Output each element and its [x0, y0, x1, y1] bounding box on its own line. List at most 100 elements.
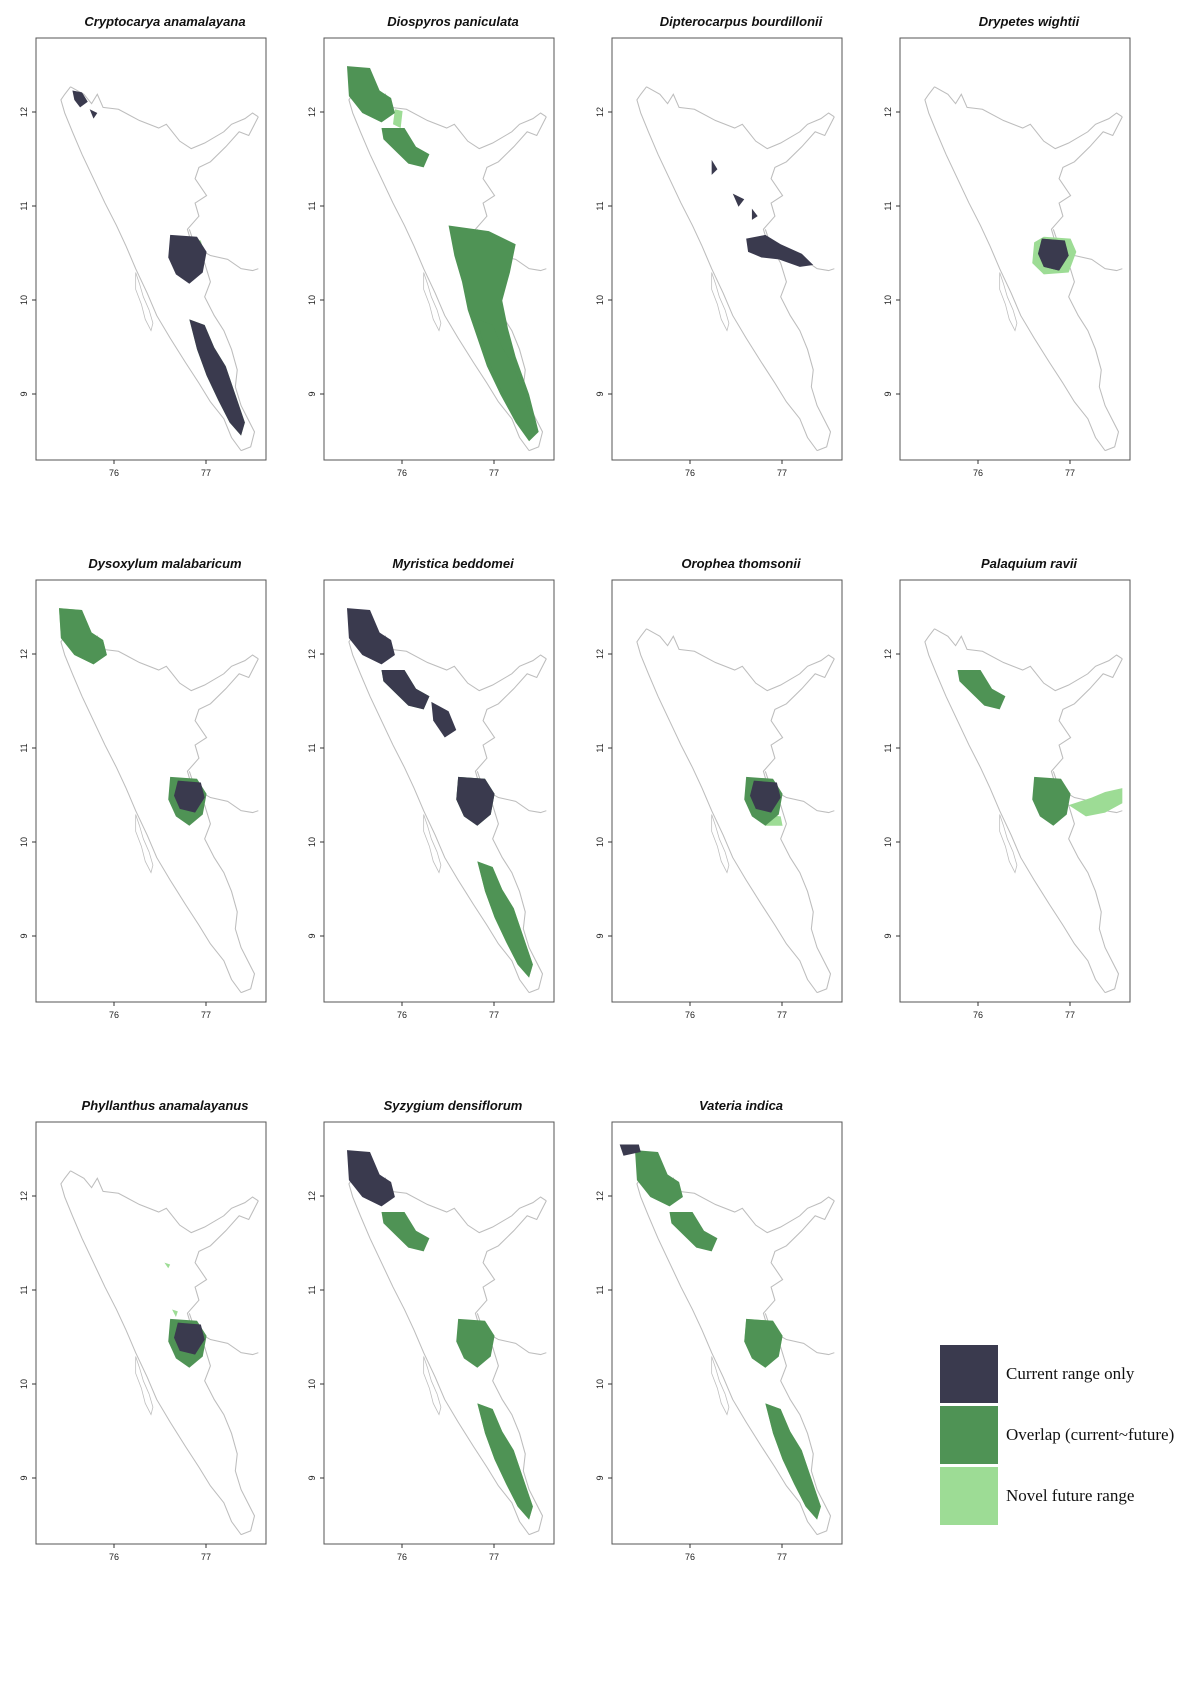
map-frame: [611, 579, 843, 1003]
x-tick-label: 76: [397, 1552, 407, 1562]
range-current-center-small: [174, 780, 205, 813]
range-current-north-corner: [619, 1144, 641, 1156]
x-tick-label: 76: [973, 468, 983, 478]
state-boundary: [60, 1170, 259, 1536]
state-boundary: [60, 628, 259, 994]
state-boundary: [636, 1170, 835, 1536]
x-tick-label: 76: [109, 468, 119, 478]
map-frame: [35, 579, 267, 1003]
map-figure: 12 11 10 9 76 77: [883, 37, 1131, 478]
y-tick-label: 12: [595, 649, 605, 659]
y-tick-label: 11: [19, 201, 29, 210]
x-tick-label: 77: [201, 1010, 211, 1020]
state-boundary: [636, 86, 835, 452]
lagoon-outline: [999, 814, 1018, 874]
map-content: [636, 86, 835, 452]
lagoon-outline: [711, 1356, 730, 1416]
map-panel-orophea-thomsonii: Orophea thomsonii 12 11 10 9 76 77: [595, 556, 876, 1086]
map-panel-syzygium-densiflorum: Syzygium densiflorum 12 11 10 9 76 77: [307, 1098, 588, 1628]
y-tick-label: 9: [595, 933, 605, 938]
y-tick-label: 11: [19, 743, 29, 752]
map-panel-phyllanthus-anamalayanus: Phyllanthus anamalayanus 12 11 10 9 76 77: [19, 1098, 300, 1628]
y-tick-label: 10: [307, 295, 317, 305]
x-tick-label: 77: [201, 1552, 211, 1562]
legend-swatch-overlap: [940, 1406, 998, 1464]
y-tick-label: 12: [883, 649, 893, 659]
y-tick-label: 11: [595, 1285, 605, 1294]
y-tick-label: 9: [883, 391, 893, 396]
range-overlap-south: [477, 319, 533, 436]
legend-swatch-current: [940, 1345, 998, 1403]
state-boundary: [348, 628, 547, 994]
y-tick-label: 10: [19, 1379, 29, 1389]
panel-title: Orophea thomsonii: [681, 556, 801, 571]
map-panel-diospyros-paniculata: Diospyros paniculata 12 11 10 9 76 77: [307, 14, 588, 544]
x-tick-label: 77: [489, 1552, 499, 1562]
range-current-center: [168, 234, 207, 284]
x-tick-label: 76: [397, 468, 407, 478]
map-panel-dysoxylum-malabaricum: Dysoxylum malabaricum 12 11 10 9 76 77: [19, 556, 300, 1086]
map-content: [924, 628, 1123, 994]
panel-title: Phyllanthus anamalayanus: [81, 1098, 249, 1113]
y-tick-label: 12: [307, 1191, 317, 1201]
x-tick-label: 77: [777, 1552, 787, 1562]
legend-item-overlap: Overlap (current~future): [940, 1406, 1190, 1464]
range-current-center-band: [746, 234, 814, 267]
range-novel-north-edge: [393, 109, 403, 129]
y-tick-label: 10: [19, 295, 29, 305]
range-current-center-small: [174, 1322, 205, 1355]
x-tick-label: 77: [777, 1010, 787, 1020]
y-tick-label: 12: [19, 107, 29, 117]
x-tick-label: 77: [489, 1010, 499, 1020]
lagoon-outline: [135, 1356, 154, 1416]
lagoon-outline: [423, 814, 442, 874]
range-overlap-north: [59, 608, 107, 665]
y-tick-label: 10: [595, 295, 605, 305]
panel-title: Myristica beddomei: [392, 556, 514, 571]
map-content: [619, 1144, 835, 1536]
state-boundary: [924, 86, 1123, 452]
range-current-center-small: [750, 780, 781, 813]
y-tick-label: 11: [19, 1285, 29, 1294]
map-content: [60, 1170, 259, 1536]
map-content: [636, 628, 835, 994]
y-tick-label: 11: [595, 743, 605, 752]
lagoon-outline: [423, 272, 442, 332]
range-overlap-center: [456, 1318, 495, 1368]
range-overlap-north-mid: [381, 128, 430, 168]
lagoon-outline: [135, 814, 154, 874]
panel-title: Drypetes wightii: [978, 14, 1080, 29]
y-tick-label: 11: [883, 201, 893, 210]
range-current-north: [347, 608, 395, 665]
x-tick-label: 76: [973, 1010, 983, 1020]
range-overlap-south: [765, 1403, 821, 1520]
y-tick-label: 12: [883, 107, 893, 117]
x-tick-label: 77: [489, 468, 499, 478]
range-overlap-center: [744, 1318, 783, 1368]
legend-item-novel-future: Novel future range: [940, 1467, 1190, 1525]
y-tick-label: 11: [307, 743, 317, 752]
y-tick-label: 9: [307, 933, 317, 938]
y-tick-label: 9: [307, 391, 317, 396]
panel-title: Diospyros paniculata: [387, 14, 519, 29]
y-tick-label: 11: [883, 743, 893, 752]
x-tick-label: 77: [201, 468, 211, 478]
panel-title: Dysoxylum malabaricum: [88, 556, 242, 571]
map-panel-vateria-indica: Vateria indica 12 11 10 9 76 77: [595, 1098, 876, 1628]
map-panel-myristica-beddomei: Myristica beddomei 12 11 10 9 76 77: [307, 556, 588, 1086]
y-tick-label: 10: [883, 295, 893, 305]
lagoon-outline: [423, 1356, 442, 1416]
range-overlap-north-mid: [381, 1212, 430, 1252]
y-tick-label: 12: [307, 649, 317, 659]
x-tick-label: 77: [1065, 468, 1075, 478]
map-frame: [611, 37, 843, 461]
x-tick-label: 76: [685, 1010, 695, 1020]
y-tick-label: 12: [19, 1191, 29, 1201]
y-tick-label: 9: [19, 391, 29, 396]
range-current-north: [347, 1150, 395, 1207]
y-tick-label: 9: [883, 933, 893, 938]
legend-label: Overlap (current~future): [1006, 1425, 1175, 1444]
y-tick-label: 9: [595, 391, 605, 396]
x-tick-label: 76: [685, 468, 695, 478]
panel-title: Syzygium densiflorum: [383, 1098, 523, 1113]
